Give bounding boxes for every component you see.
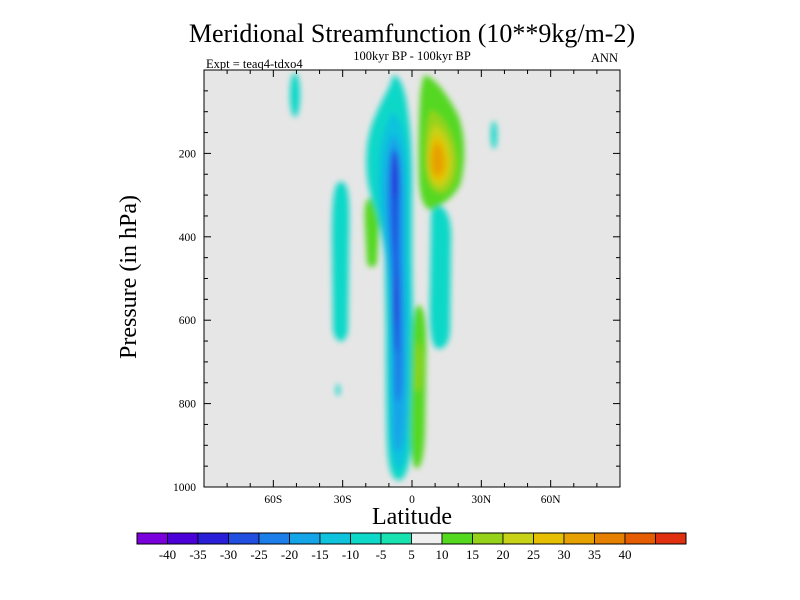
- colorbar-swatch: [411, 532, 443, 545]
- colorbar-label: 25: [527, 547, 540, 562]
- colorbar-swatch: [563, 532, 595, 545]
- colorbar-label: -15: [311, 547, 328, 562]
- colorbar-label: 10: [436, 547, 449, 562]
- southern-lower-blip: [336, 384, 340, 396]
- northern-negative-strip: [429, 204, 452, 349]
- season-label: ANN: [591, 51, 618, 65]
- southern-negative-strip: [332, 181, 350, 342]
- colorbar-label: 15: [466, 547, 479, 562]
- colorbar-swatch: [136, 532, 168, 545]
- colorbar-label: 20: [497, 547, 510, 562]
- colorbar-frame: [136, 532, 687, 545]
- colorbar-label: -5: [376, 547, 387, 562]
- tropical-negative-core-lower: [393, 270, 398, 325]
- x-tick-label: 30S: [334, 494, 352, 506]
- x-tick-label: 0: [409, 494, 415, 506]
- colorbar-swatch: [258, 532, 290, 545]
- colorbar-label: 5: [408, 547, 415, 562]
- colorbar: -40 -35 -30 -25 -20 -15 -10 -5 5 10 15 20 25 30 35 40: [136, 532, 687, 562]
- y-tick-label: 200: [179, 148, 197, 160]
- y-axis: 200 400 600 800 1000: [173, 90, 620, 494]
- y-tick-label: 600: [179, 315, 197, 327]
- colorbar-label: -10: [342, 547, 359, 562]
- colorbar-swatch: [655, 532, 687, 545]
- colorbar-label: -30: [220, 547, 237, 562]
- experiment-label: Expt = teaq4-tdxo4: [206, 57, 303, 71]
- colorbar-swatch: [502, 532, 534, 545]
- colorbar-swatch: [624, 532, 656, 545]
- x-tick-label: 60S: [264, 494, 282, 506]
- tropical-negative-core-upper: [392, 150, 398, 198]
- northern-upper-blip: [491, 121, 497, 149]
- y-axis-label: Pressure (in hPa): [116, 195, 142, 359]
- colorbar-swatch: [533, 532, 565, 545]
- colorbar-swatch: [319, 532, 351, 545]
- colorbar-swatch: [167, 532, 199, 545]
- colorbar-label: 30: [558, 547, 571, 562]
- colorbar-label: -20: [281, 547, 298, 562]
- colorbar-label: -40: [159, 547, 176, 562]
- contour-field: [290, 73, 497, 481]
- colorbar-label: -35: [189, 547, 206, 562]
- y-tick-label: 1000: [173, 482, 196, 494]
- colorbar-swatch: [350, 532, 382, 545]
- lower-northern-positive-core: [415, 340, 422, 392]
- colorbar-swatch: [197, 532, 229, 545]
- x-tick-label: 30N: [471, 494, 492, 506]
- colorbar-swatch: [594, 532, 626, 545]
- colorbar-label: -25: [250, 547, 267, 562]
- polar-negative-blip: [290, 73, 300, 117]
- colorbar-swatch: [472, 532, 504, 545]
- southern-positive-strip: [364, 197, 380, 268]
- colorbar-label: 40: [619, 547, 632, 562]
- chart-title: Meridional Streamfunction (10**9kg/m-2): [189, 19, 635, 48]
- colorbar-swatch: [289, 532, 321, 545]
- upper-northern-positive-core: [431, 143, 444, 176]
- colorbar-swatch: [380, 532, 412, 545]
- y-tick-label: 400: [179, 232, 197, 244]
- x-axis-label: Latitude: [372, 504, 452, 530]
- x-tick-label: 60N: [541, 494, 562, 506]
- y-tick-label: 800: [179, 399, 197, 411]
- colorbar-swatch: [441, 532, 473, 545]
- colorbar-swatch: [228, 532, 260, 545]
- x-axis: 60S 30S 0 30N 60N: [226, 70, 598, 506]
- chart-subtitle: 100kyr BP - 100kyr BP: [353, 49, 471, 63]
- colorbar-label: 35: [588, 547, 601, 562]
